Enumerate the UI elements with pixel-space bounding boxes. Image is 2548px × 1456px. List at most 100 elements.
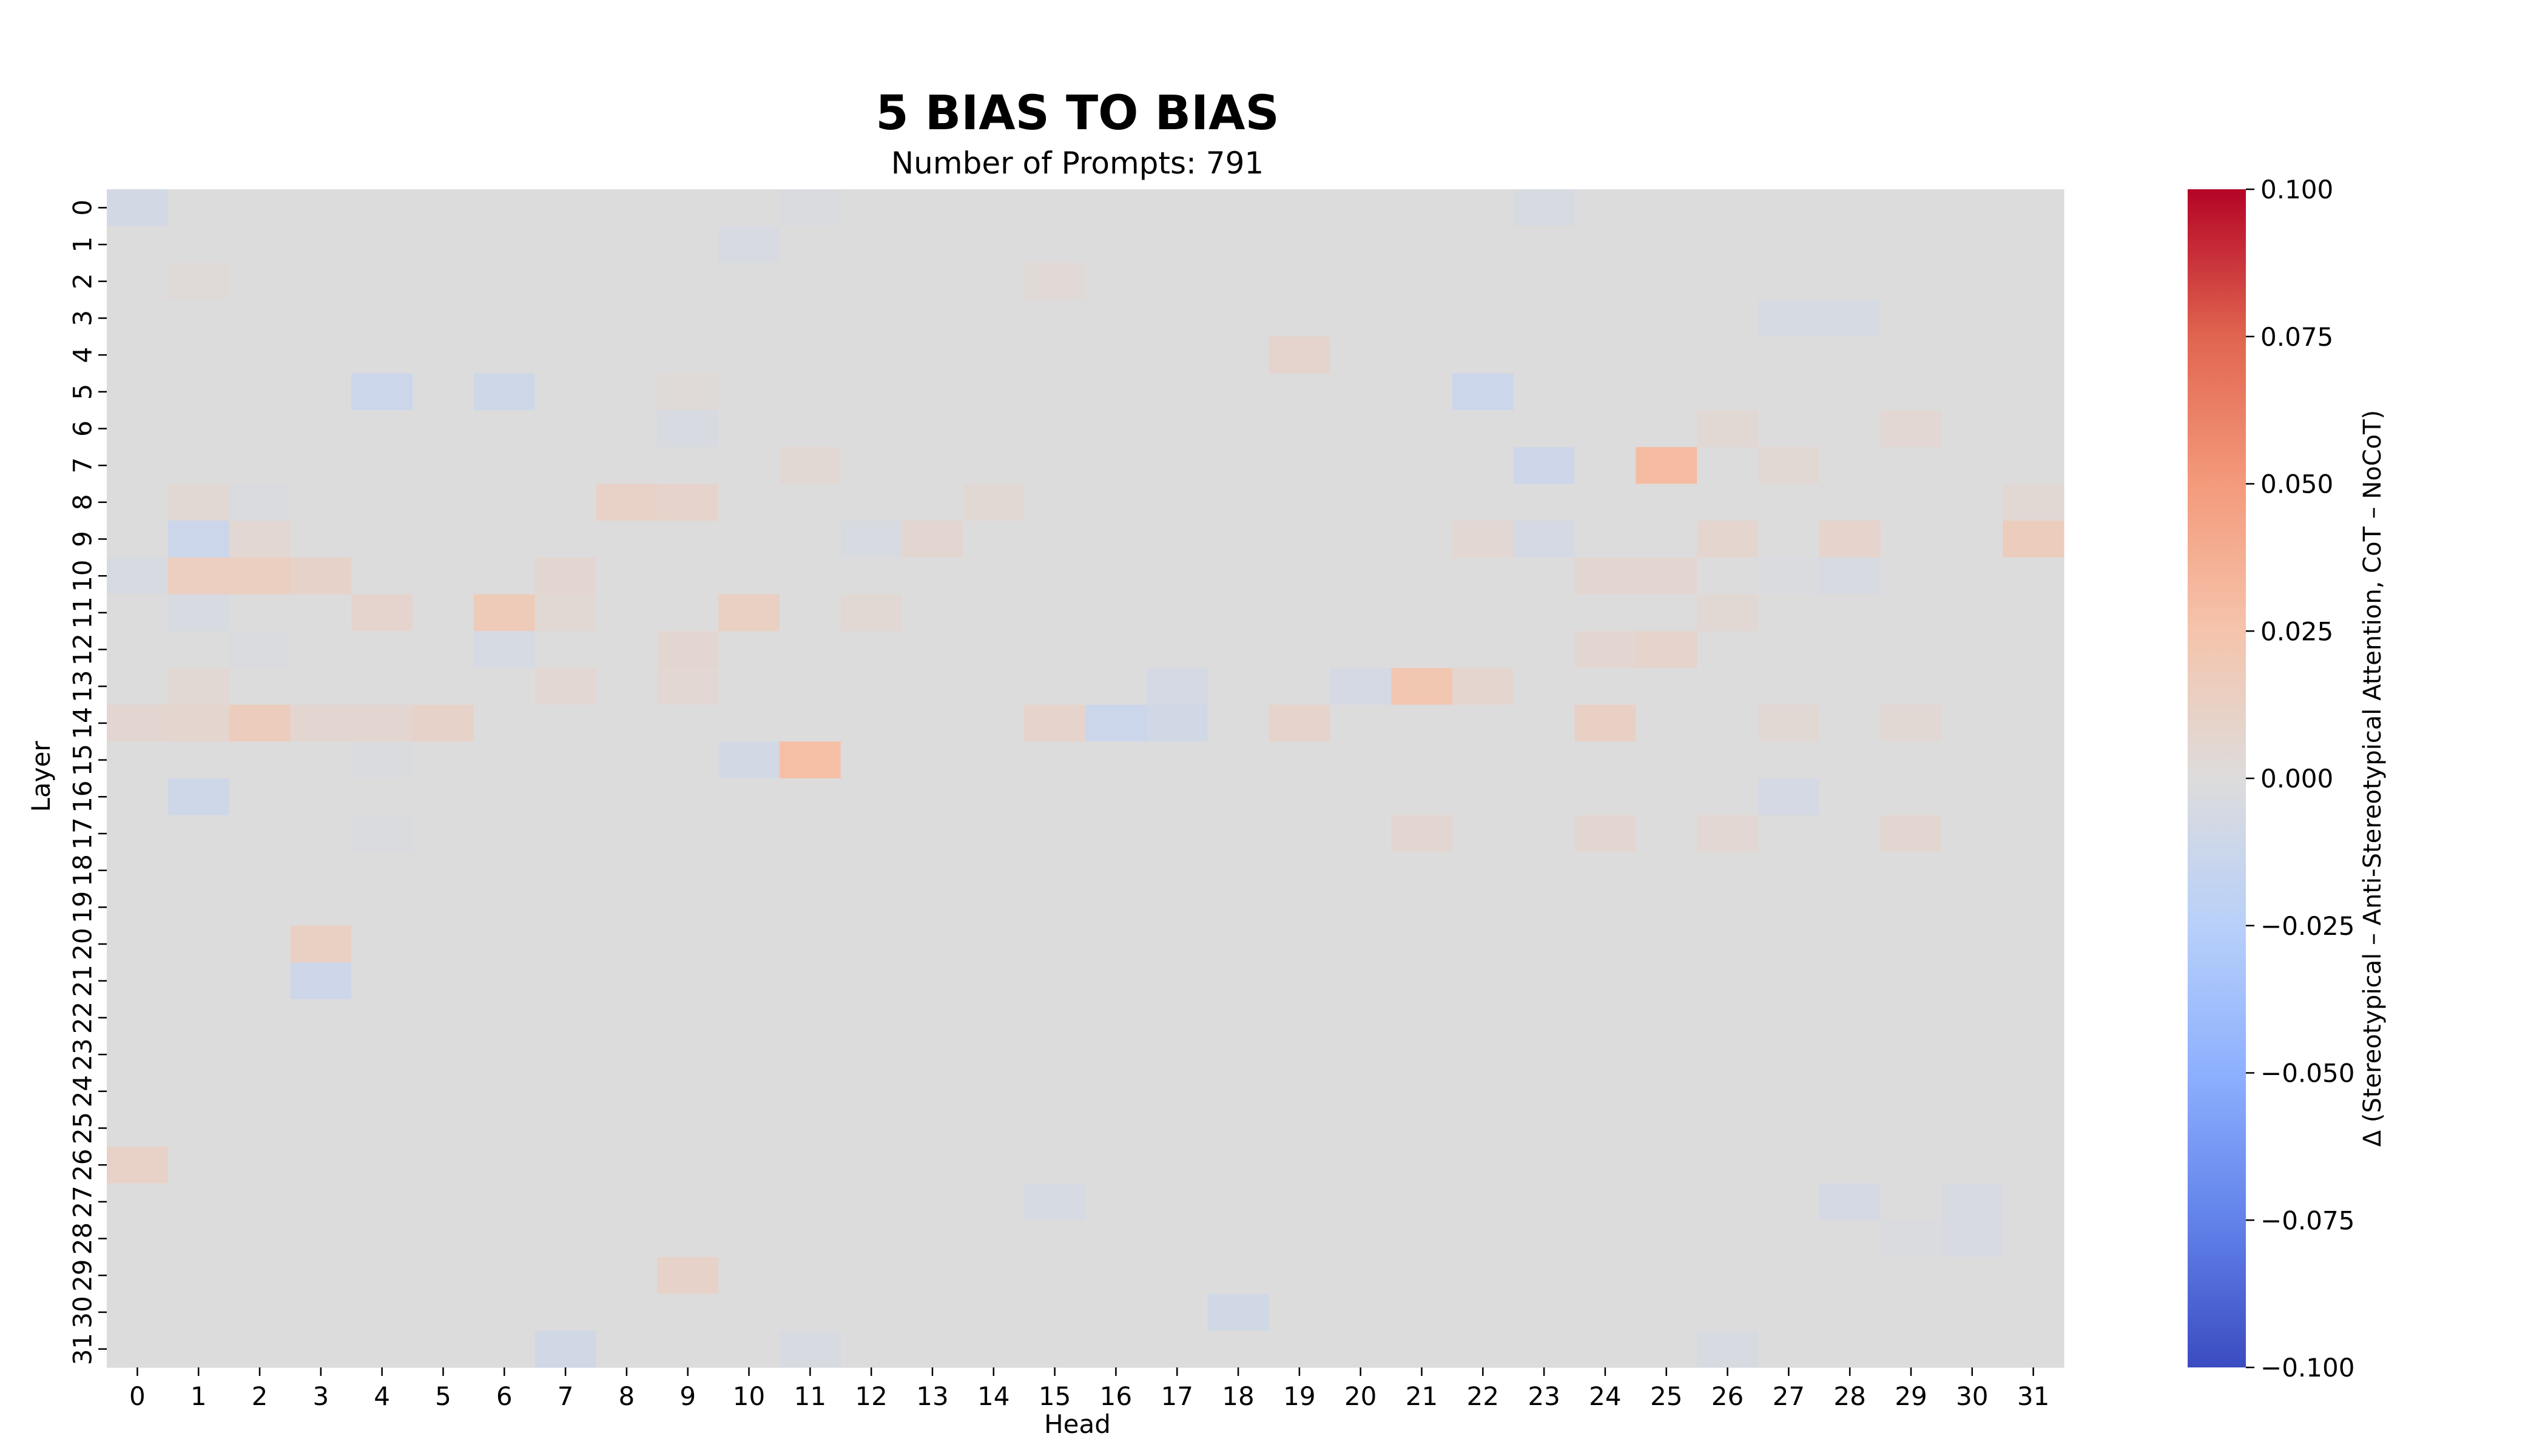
heatmap-cell	[1636, 778, 1697, 816]
y-tick-label: 4	[68, 347, 98, 363]
heatmap-cell	[657, 999, 719, 1037]
heatmap-cell	[657, 226, 719, 263]
heatmap-cell	[1146, 631, 1208, 669]
heatmap-cell	[1819, 189, 1881, 227]
heatmap-cell	[596, 189, 658, 227]
heatmap-cell	[718, 1220, 780, 1258]
y-tick-label: 30	[68, 1296, 98, 1328]
colorbar-tick-label: 0.000	[2260, 764, 2333, 794]
heatmap-cell	[534, 741, 597, 779]
heatmap-cell	[1697, 447, 1759, 485]
heatmap-cell	[534, 778, 597, 816]
heatmap-cell	[657, 1256, 719, 1295]
heatmap-cell	[290, 484, 352, 521]
heatmap-cell	[2003, 300, 2064, 337]
heatmap-cell	[229, 594, 291, 632]
x-tick-label: 10	[733, 1381, 765, 1411]
heatmap-cell	[1207, 557, 1270, 595]
heatmap-cell	[1819, 1220, 1881, 1258]
heatmap-cell	[1330, 336, 1392, 374]
heatmap-cell	[718, 1183, 780, 1221]
heatmap-cell	[1085, 1256, 1147, 1295]
heatmap-cell	[1269, 667, 1330, 706]
heatmap-cell	[1941, 484, 2003, 521]
heatmap-cell	[351, 484, 413, 521]
heatmap-cell	[413, 1330, 474, 1368]
heatmap-cell	[107, 1220, 169, 1258]
heatmap-cell	[290, 962, 352, 1000]
heatmap-cell	[167, 704, 230, 742]
heatmap-cell	[1207, 484, 1270, 521]
heatmap-cell	[413, 1293, 474, 1331]
heatmap-cell	[1391, 1036, 1453, 1074]
heatmap-cell	[413, 667, 474, 706]
heatmap-cell	[1880, 263, 1942, 300]
heatmap-cell	[229, 1036, 291, 1074]
heatmap-cell	[1513, 484, 1576, 521]
heatmap-cell	[1024, 852, 1086, 889]
heatmap-cell	[2003, 631, 2064, 669]
heatmap-cell	[1207, 373, 1270, 411]
heatmap-cell	[1269, 594, 1330, 632]
heatmap-cell	[167, 889, 230, 926]
heatmap-cell	[1391, 962, 1453, 1000]
heatmap-cell	[1941, 962, 2003, 1000]
heatmap-cell	[2003, 410, 2064, 448]
heatmap-cell	[229, 484, 291, 521]
heatmap-cell	[902, 999, 963, 1037]
heatmap-cell	[840, 263, 903, 300]
heatmap-cell	[1452, 631, 1514, 669]
heatmap-cell	[1880, 1110, 1942, 1147]
heatmap-cell	[1269, 1110, 1330, 1147]
heatmap-cell	[1085, 1036, 1147, 1074]
heatmap-cell	[657, 263, 719, 300]
heatmap-cell	[779, 925, 841, 963]
heatmap-cell	[1636, 741, 1697, 779]
heatmap-cell	[413, 631, 474, 669]
heatmap-cell	[1391, 852, 1453, 889]
heatmap-cell	[1513, 1293, 1576, 1331]
heatmap-cell	[473, 557, 536, 595]
heatmap-cell	[1941, 889, 2003, 926]
heatmap-cell	[1819, 1110, 1881, 1147]
y-tick-label: 11	[68, 596, 98, 629]
heatmap-cell	[1330, 1146, 1392, 1184]
colorbar-tick-label: 0.025	[2260, 616, 2333, 646]
heatmap-cell	[2003, 778, 2064, 816]
heatmap-cell	[351, 889, 413, 926]
heatmap-cell	[718, 667, 780, 706]
heatmap-cell	[1330, 1220, 1392, 1258]
heatmap-cell	[1330, 667, 1392, 706]
heatmap-cell	[107, 300, 169, 337]
heatmap-cell	[1391, 557, 1453, 595]
heatmap-cell	[657, 962, 719, 1000]
heatmap-cell	[1880, 999, 1942, 1037]
heatmap-cell	[1941, 1073, 2003, 1110]
heatmap-cell	[290, 1256, 352, 1295]
heatmap-cell	[534, 852, 597, 889]
heatmap-cell	[167, 1146, 230, 1184]
heatmap-cell	[1513, 226, 1576, 263]
heatmap-cell	[413, 447, 474, 485]
heatmap-cell	[1085, 1220, 1147, 1258]
x-tick-label: 24	[1589, 1381, 1621, 1411]
heatmap-cell	[413, 962, 474, 1000]
heatmap-cell	[473, 189, 536, 227]
heatmap-cell	[657, 189, 719, 227]
heatmap-cell	[2003, 373, 2064, 411]
heatmap-cell	[963, 447, 1025, 485]
heatmap-cell	[657, 631, 719, 669]
heatmap-cell	[1207, 1036, 1270, 1074]
heatmap-cell	[779, 889, 841, 926]
heatmap-cell	[1391, 999, 1453, 1037]
heatmap-cell	[779, 1110, 841, 1147]
x-tick-label: 5	[435, 1381, 451, 1411]
heatmap-cell	[1819, 889, 1881, 926]
heatmap-cell	[1574, 852, 1636, 889]
heatmap-cell	[1146, 1110, 1208, 1147]
heatmap-cell	[902, 189, 963, 227]
heatmap-cell	[1636, 226, 1697, 263]
heatmap-cell	[107, 189, 169, 227]
heatmap-cell	[1269, 925, 1330, 963]
heatmap-cell	[1146, 1146, 1208, 1184]
